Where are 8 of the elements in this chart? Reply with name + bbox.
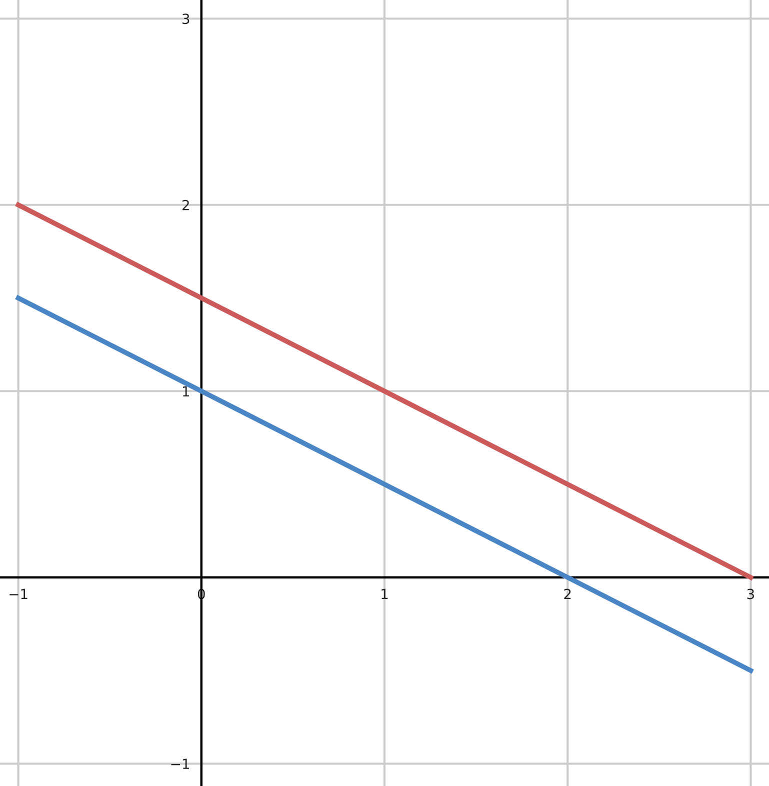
y-tick-label: 1	[182, 386, 190, 396]
x-tick-label: 1	[382, 588, 388, 600]
y-tick-label: −1	[171, 758, 190, 769]
y-tick-label: 2	[182, 200, 189, 210]
x-tick-label: −1	[10, 588, 28, 600]
x-tick-label: 2	[564, 588, 571, 600]
y-tick-label: 3	[182, 14, 190, 24]
x-tick-label: 3	[747, 588, 754, 600]
